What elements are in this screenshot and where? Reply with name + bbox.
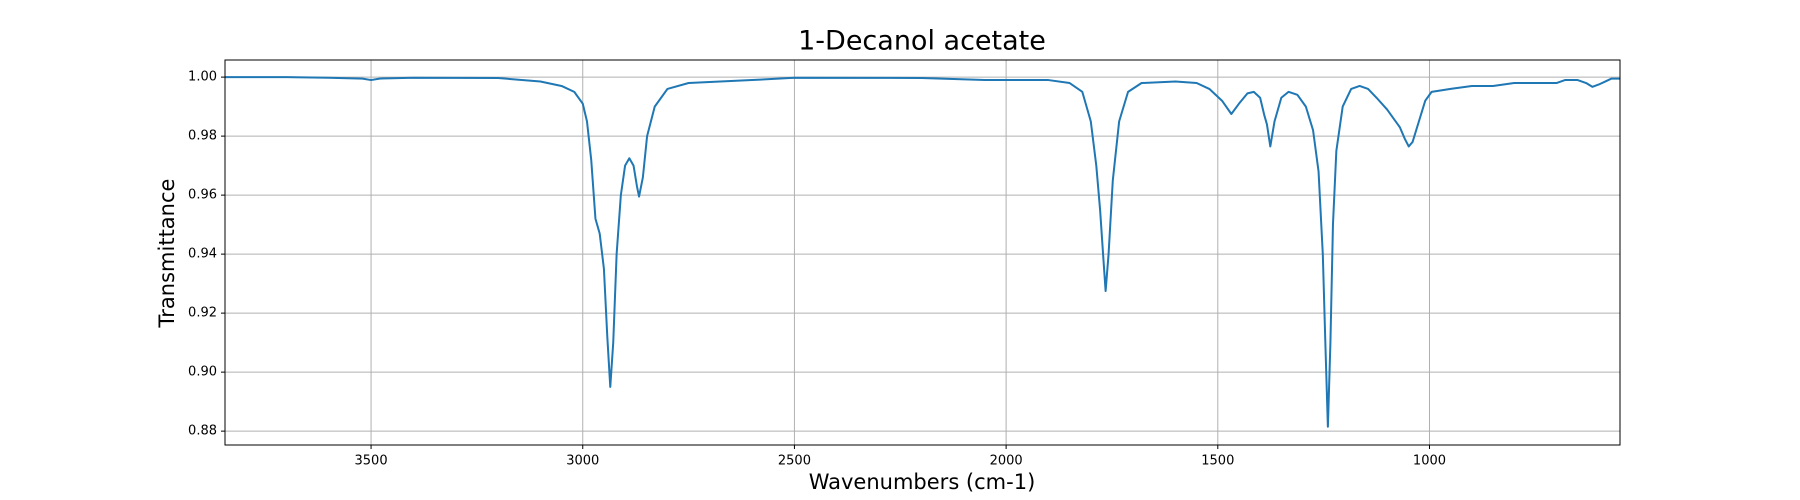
x-axis-label: Wavenumbers (cm-1) xyxy=(809,470,1036,494)
y-tick-label: 0.92 xyxy=(188,306,217,321)
plot-frame xyxy=(224,59,1621,446)
x-tick-label: 1000 xyxy=(1413,454,1446,469)
x-tick-label: 2000 xyxy=(990,454,1023,469)
y-tick-label: 1.00 xyxy=(188,70,217,85)
spectrum-line xyxy=(225,76,1620,428)
y-axis-label: Transmittance xyxy=(155,179,179,329)
x-tick-label: 1500 xyxy=(1201,454,1234,469)
chart-title: 1-Decanol acetate xyxy=(798,26,1046,57)
y-tick-label: 0.98 xyxy=(188,129,217,144)
y-tick-label: 0.94 xyxy=(188,247,217,262)
x-tick-label: 3000 xyxy=(566,454,599,469)
y-tick-label: 0.88 xyxy=(188,424,217,439)
y-tick-label: 0.90 xyxy=(188,365,217,380)
x-tick-label: 3500 xyxy=(355,454,388,469)
y-tick-label: 0.96 xyxy=(188,188,217,203)
x-tick-label: 2500 xyxy=(778,454,811,469)
